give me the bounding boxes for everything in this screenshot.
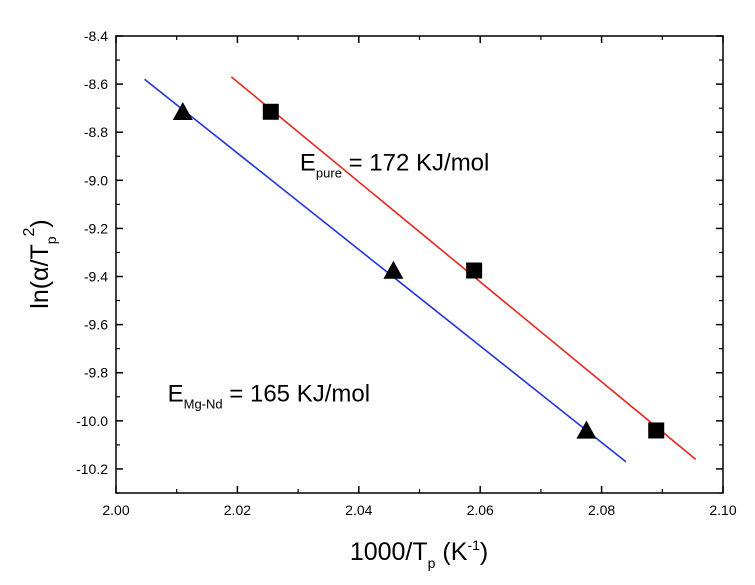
square-marker — [648, 422, 665, 439]
annotation-value: = 165 KJ/mol — [223, 381, 370, 408]
plot-frame — [115, 35, 724, 494]
y-axis-ticks: -8.4 -8.6 -8.8 -9.0 -9.2 -9.4 -9.6 -9.8 -10.0 -10… — [76, 28, 723, 494]
x-tick-label: 2.10 — [709, 502, 736, 518]
triangle-marker — [383, 260, 404, 279]
x-tick-label: 2.04 — [345, 502, 372, 518]
y-tick-label: -10.2 — [76, 461, 108, 477]
x-axis-title-sub: p — [428, 555, 436, 571]
triangle-series-fit-line — [144, 78, 627, 463]
y-tick-label: -8.4 — [84, 28, 108, 44]
y-tick-label: -9.4 — [84, 269, 108, 285]
square-marker — [262, 103, 279, 120]
annotation-value: = 172 KJ/mol — [342, 150, 489, 177]
y-tick-label: -9.0 — [84, 172, 108, 188]
y-axis-title-sub: p — [43, 236, 59, 244]
x-axis-title-tail: (K — [435, 538, 467, 566]
x-tick-label: 2.00 — [102, 502, 129, 518]
fit-lines — [144, 76, 697, 463]
annotation-symbol: E — [168, 381, 184, 408]
y-tick-label: -10.0 — [76, 413, 108, 429]
square-series-fit-line — [230, 76, 697, 460]
y-tick-label: -9.6 — [84, 317, 108, 333]
x-axis-title-end: ) — [480, 538, 488, 566]
x-axis-title: 1000/Tp (K-1) — [350, 537, 488, 571]
y-tick-label: -9.2 — [84, 220, 108, 236]
y-axis-title-main: ln(α/T — [26, 244, 54, 308]
activation-energy-label: EMg-Nd = 165 KJ/mol — [168, 381, 370, 412]
annotation-symbol: E — [300, 150, 316, 177]
x-tick-label: 2.06 — [467, 502, 494, 518]
y-axis-title-end: ) — [26, 219, 54, 227]
y-tick-label: -9.8 — [84, 365, 108, 381]
x-axis-title-sup: -1 — [467, 537, 480, 553]
x-tick-label: 2.08 — [588, 502, 615, 518]
x-axis-ticks: 2.00 2.02 2.04 2.06 2.08 2.10 — [102, 36, 737, 518]
square-marker — [466, 262, 483, 279]
y-axis-title: ln(α/Tp2) — [21, 219, 59, 308]
triangle-marker — [576, 420, 597, 439]
y-axis-title-sup: 2 — [21, 227, 38, 236]
data-markers — [172, 101, 665, 439]
x-axis-title-main: 1000/T — [350, 538, 428, 566]
triangle-marker — [172, 101, 193, 120]
x-tick-label: 2.02 — [224, 502, 251, 518]
annotation-subscript: Mg-Nd — [184, 397, 223, 412]
y-tick-label: -8.8 — [84, 124, 108, 140]
annotation-subscript: pure — [316, 166, 342, 181]
activation-energy-label: Epure = 172 KJ/mol — [300, 150, 489, 181]
y-tick-label: -8.6 — [84, 76, 108, 92]
